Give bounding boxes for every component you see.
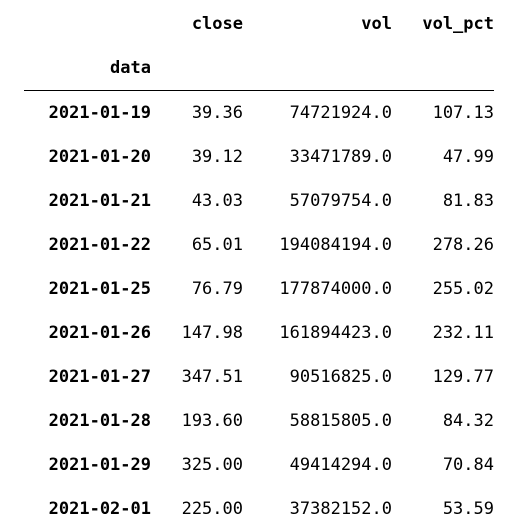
vol-pct-cell: 81.83 [392,179,494,223]
row-index-cell: 2021-01-29 [24,443,151,487]
vol-pct-cell: 232.11 [392,311,494,355]
empty-header-cell [151,46,243,91]
vol-cell: 49414294.0 [243,443,392,487]
index-name-row: data [24,46,494,91]
vol-pct-cell: 70.84 [392,443,494,487]
vol-cell: 177874000.0 [243,267,392,311]
row-index-cell: 2021-01-26 [24,311,151,355]
table-header: close vol vol_pct data [24,2,494,91]
empty-header-cell [243,46,392,91]
vol-cell: 90516825.0 [243,355,392,399]
vol-cell: 74721924.0 [243,91,392,136]
close-cell: 225.00 [151,487,243,531]
row-index-cell: 2021-01-20 [24,135,151,179]
index-name-header: data [24,46,151,91]
close-cell: 147.98 [151,311,243,355]
blank-corner-cell [24,2,151,46]
column-header-vol-pct: vol_pct [392,2,494,46]
close-cell: 347.51 [151,355,243,399]
vol-pct-cell: 84.32 [392,399,494,443]
vol-pct-cell: 129.77 [392,355,494,399]
vol-cell: 194084194.0 [243,223,392,267]
close-cell: 65.01 [151,223,243,267]
empty-header-cell [392,46,494,91]
column-header-vol: vol [243,2,392,46]
vol-cell: 33471789.0 [243,135,392,179]
vol-pct-cell: 107.13 [392,91,494,136]
close-cell: 76.79 [151,267,243,311]
row-index-cell: 2021-01-19 [24,91,151,136]
row-index-cell: 2021-02-01 [24,487,151,531]
close-cell: 43.03 [151,179,243,223]
row-index-cell: 2021-01-27 [24,355,151,399]
vol-cell: 57079754.0 [243,179,392,223]
vol-pct-cell: 53.59 [392,487,494,531]
vol-pct-cell: 278.26 [392,223,494,267]
row-index-cell: 2021-01-21 [24,179,151,223]
close-cell: 39.36 [151,91,243,136]
vol-cell: 58815805.0 [243,399,392,443]
vol-pct-cell: 47.99 [392,135,494,179]
row-index-cell: 2021-01-25 [24,267,151,311]
close-cell: 325.00 [151,443,243,487]
close-cell: 39.12 [151,135,243,179]
vol-cell: 161894423.0 [243,311,392,355]
row-index-cell: 2021-01-22 [24,223,151,267]
vol-pct-cell: 255.02 [392,267,494,311]
vol-cell: 37382152.0 [243,487,392,531]
row-index-cell: 2021-01-28 [24,399,151,443]
column-header-close: close [151,2,243,46]
close-cell: 193.60 [151,399,243,443]
column-header-row: close vol vol_pct [24,2,494,46]
